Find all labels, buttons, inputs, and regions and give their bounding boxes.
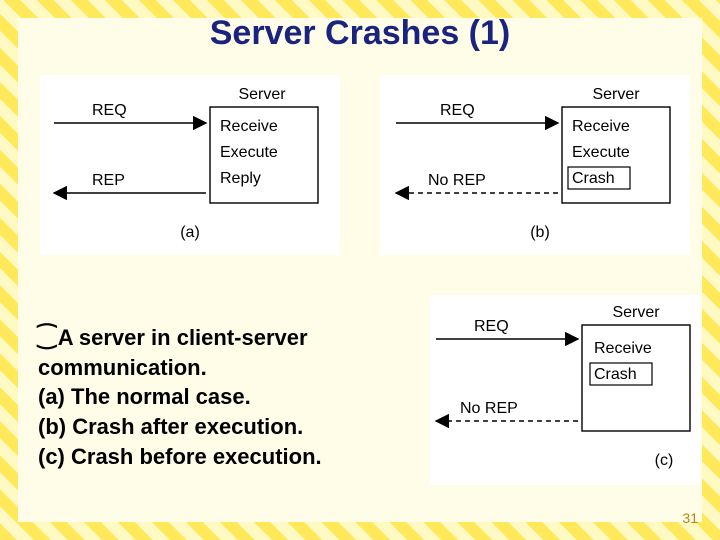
figure-c-req-label: REQ <box>474 318 509 335</box>
figure-c-caption: (c) <box>655 452 674 469</box>
figure-b-req-label: REQ <box>440 102 475 119</box>
figure-a: Server Receive Execute Reply REQ REP (a) <box>40 75 340 255</box>
page-title: Server Crashes (1) <box>0 14 720 53</box>
figure-c-svg: Server Receive Crash REQ No REP (c) <box>430 295 700 485</box>
figure-b-line0: Receive <box>572 118 630 135</box>
body-text: ⁐A server in client-server communication… <box>38 322 418 471</box>
slide: Server Crashes (1) Server Receive Execut… <box>0 0 720 540</box>
body-lead: A server in client-server communication. <box>38 325 308 380</box>
figure-b: Server Receive Execute Crash REQ No REP … <box>380 75 690 255</box>
figure-a-line0: Receive <box>220 118 278 135</box>
figure-b-header: Server <box>592 86 640 103</box>
figure-b-norep-label: No REP <box>428 172 486 189</box>
figure-b-svg: Server Receive Execute Crash REQ No REP … <box>380 75 690 255</box>
figure-c: Server Receive Crash REQ No REP (c) <box>430 295 700 485</box>
figure-a-line1: Execute <box>220 144 278 161</box>
figure-a-header: Server <box>238 86 286 103</box>
page-number: 31 <box>682 510 698 526</box>
figure-a-svg: Server Receive Execute Reply REQ REP (a) <box>40 75 340 255</box>
figure-a-rep-label: REP <box>92 172 125 189</box>
figure-c-line1: Crash <box>594 366 637 383</box>
figure-c-header: Server <box>612 304 660 321</box>
figure-a-line2: Reply <box>220 170 261 187</box>
figure-b-caption: (b) <box>530 224 550 241</box>
figure-c-norep-label: No REP <box>460 400 518 417</box>
bullet-icon: ⁐ <box>38 324 58 349</box>
body-item-c: (c) Crash before execution. <box>38 444 322 469</box>
figure-b-line2: Crash <box>572 170 615 187</box>
figure-b-line1: Execute <box>572 144 630 161</box>
figure-a-req-label: REQ <box>92 102 127 119</box>
body-item-a: (a) The normal case. <box>38 384 251 409</box>
body-item-b: (b) Crash after execution. <box>38 414 303 439</box>
figure-a-caption: (a) <box>180 224 200 241</box>
figure-c-line0: Receive <box>594 340 652 357</box>
